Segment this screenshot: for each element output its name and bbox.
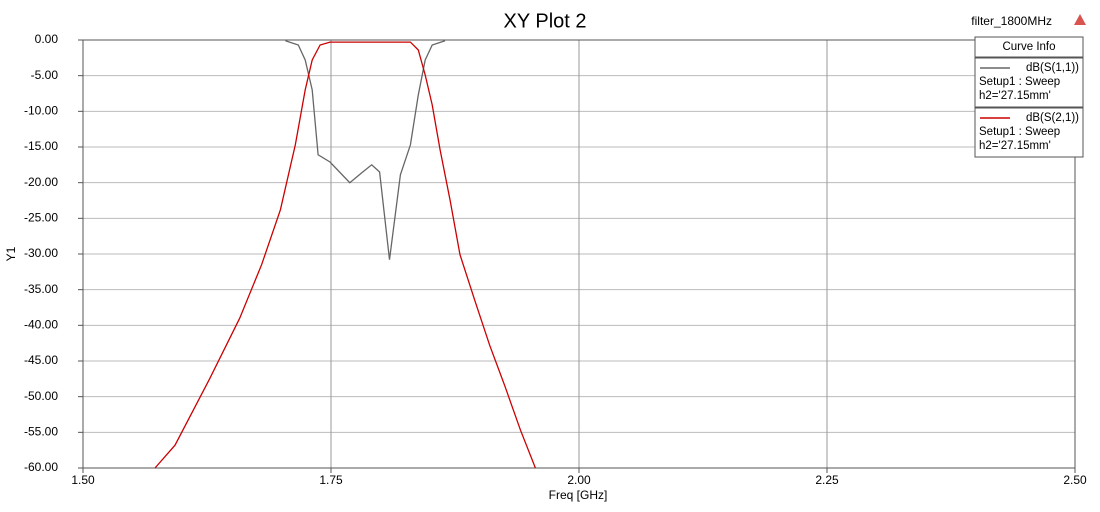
- legend-title: Curve Info: [1002, 41, 1055, 53]
- curve: [154, 41, 537, 469]
- chart-title: XY Plot 2: [503, 10, 586, 32]
- legend-setup: Setup1 : Sweep: [979, 76, 1060, 88]
- design-name: filter_1800MHz: [971, 14, 1052, 28]
- x-axis-label: Freq [GHz]: [549, 488, 608, 502]
- y-tick-label: -60.00: [24, 460, 58, 474]
- y-axis-label: Y1: [4, 246, 18, 261]
- y-tick-label: 0.00: [35, 32, 59, 46]
- legend-name: dB(S(1,1)): [1026, 62, 1079, 74]
- grid: [82, 39, 1076, 469]
- y-tick-label: -30.00: [24, 246, 58, 260]
- y-tick-label: -55.00: [24, 425, 58, 439]
- y-tick-label: -50.00: [24, 389, 58, 403]
- legend-variation: h2='27.15mm': [979, 140, 1051, 152]
- legend-setup: Setup1 : Sweep: [979, 126, 1060, 138]
- legend-variation: h2='27.15mm': [979, 90, 1051, 102]
- logo-icon: [1074, 14, 1086, 25]
- legend-entry-box: [974, 57, 1084, 108]
- legend: Curve Info dB(S(1,1)) Setup1 : Sweep h2='27…: [974, 36, 1084, 158]
- y-tick-label: -35.00: [24, 282, 58, 296]
- x-tick-label: 1.75: [319, 473, 343, 487]
- y-tick-label: -40.00: [24, 318, 58, 332]
- y-tick-label: -45.00: [24, 353, 58, 367]
- y-tick-label: -25.00: [24, 211, 58, 225]
- y-tick-label: -15.00: [24, 139, 58, 153]
- legend-name: dB(S(2,1)): [1026, 112, 1079, 124]
- curve: [285, 40, 446, 260]
- x-tick-label: 2.00: [567, 473, 591, 487]
- x-tick-label: 1.50: [71, 473, 95, 487]
- y-tick-label: -20.00: [24, 175, 58, 189]
- legend-entry-box: [974, 107, 1084, 158]
- y-tick-label: -10.00: [24, 104, 58, 118]
- x-tick-label: 2.50: [1063, 473, 1087, 487]
- x-tick-label: 2.25: [815, 473, 839, 487]
- curves: [154, 40, 537, 469]
- legend-header-box: [974, 36, 1084, 58]
- y-tick-label: -5.00: [31, 68, 59, 82]
